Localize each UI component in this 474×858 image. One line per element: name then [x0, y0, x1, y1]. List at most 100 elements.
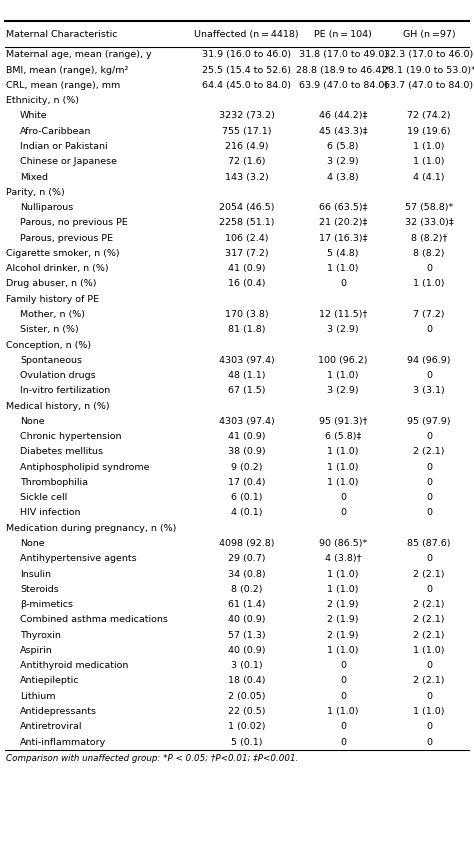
Text: 17 (0.4): 17 (0.4) — [228, 478, 265, 487]
Text: 2 (1.9): 2 (1.9) — [328, 615, 359, 625]
Text: 57 (1.3): 57 (1.3) — [228, 631, 265, 640]
Text: 1 (1.0): 1 (1.0) — [328, 462, 359, 472]
Text: 22 (0.5): 22 (0.5) — [228, 707, 265, 716]
Text: 28.8 (18.9 to 46.4)*: 28.8 (18.9 to 46.4)* — [296, 65, 390, 75]
Text: 63.7 (47.0 to 84.0): 63.7 (47.0 to 84.0) — [384, 81, 474, 90]
Text: 1 (1.0): 1 (1.0) — [413, 157, 445, 166]
Text: Antiretroviral: Antiretroviral — [20, 722, 82, 731]
Text: 63.9 (47.0 to 84.0): 63.9 (47.0 to 84.0) — [299, 81, 388, 90]
Text: Parous, previous PE: Parous, previous PE — [20, 233, 113, 243]
Text: Thrombophilia: Thrombophilia — [20, 478, 88, 487]
Text: CRL, mean (range), mm: CRL, mean (range), mm — [6, 81, 120, 90]
Text: 1 (1.0): 1 (1.0) — [413, 707, 445, 716]
Text: Unaffected (n = 4418): Unaffected (n = 4418) — [194, 30, 299, 39]
Text: 106 (2.4): 106 (2.4) — [225, 233, 268, 243]
Text: 2 (2.1): 2 (2.1) — [413, 600, 445, 609]
Text: 1 (1.0): 1 (1.0) — [413, 646, 445, 655]
Text: 8 (8.2): 8 (8.2) — [413, 249, 445, 258]
Text: 0: 0 — [426, 478, 432, 487]
Text: 0: 0 — [426, 554, 432, 564]
Text: 12 (11.5)†: 12 (11.5)† — [319, 310, 367, 319]
Text: GH (n =97): GH (n =97) — [402, 30, 456, 39]
Text: Ovulation drugs: Ovulation drugs — [20, 371, 96, 380]
Text: PE (n = 104): PE (n = 104) — [314, 30, 372, 39]
Text: 0: 0 — [426, 264, 432, 273]
Text: 170 (3.8): 170 (3.8) — [225, 310, 268, 319]
Text: 41 (0.9): 41 (0.9) — [228, 432, 265, 441]
Text: 2 (2.1): 2 (2.1) — [413, 615, 445, 625]
Text: White: White — [20, 112, 47, 120]
Text: 2054 (46.5): 2054 (46.5) — [219, 203, 274, 212]
Text: Chronic hypertension: Chronic hypertension — [20, 432, 121, 441]
Text: Lithium: Lithium — [20, 692, 55, 701]
Text: 0: 0 — [426, 371, 432, 380]
Text: 3 (2.9): 3 (2.9) — [328, 386, 359, 396]
Text: 216 (4.9): 216 (4.9) — [225, 142, 268, 151]
Text: 28.1 (19.0 to 53.0)*: 28.1 (19.0 to 53.0)* — [382, 65, 474, 75]
Text: 48 (1.1): 48 (1.1) — [228, 371, 265, 380]
Text: 40 (0.9): 40 (0.9) — [228, 646, 265, 655]
Text: 94 (96.9): 94 (96.9) — [407, 356, 451, 365]
Text: 85 (87.6): 85 (87.6) — [407, 539, 451, 548]
Text: 66 (63.5)‡: 66 (63.5)‡ — [319, 203, 367, 212]
Text: Aspirin: Aspirin — [20, 646, 53, 655]
Text: 0: 0 — [426, 432, 432, 441]
Text: 72 (1.6): 72 (1.6) — [228, 157, 265, 166]
Text: Antithyroid medication: Antithyroid medication — [20, 662, 128, 670]
Text: 19 (19.6): 19 (19.6) — [407, 127, 451, 136]
Text: Sickle cell: Sickle cell — [20, 493, 67, 502]
Text: Afro-Caribbean: Afro-Caribbean — [20, 127, 91, 136]
Text: 1 (1.0): 1 (1.0) — [328, 585, 359, 594]
Text: 0: 0 — [426, 462, 432, 472]
Text: 1 (1.0): 1 (1.0) — [328, 646, 359, 655]
Text: Medication during pregnancy, n (%): Medication during pregnancy, n (%) — [6, 523, 176, 533]
Text: 31.9 (16.0 to 46.0): 31.9 (16.0 to 46.0) — [202, 51, 291, 59]
Text: 0: 0 — [340, 676, 346, 686]
Text: Drug abuser, n (%): Drug abuser, n (%) — [6, 280, 96, 288]
Text: 0: 0 — [426, 722, 432, 731]
Text: Mother, n (%): Mother, n (%) — [20, 310, 85, 319]
Text: 4 (3.8): 4 (3.8) — [328, 172, 359, 182]
Text: Indian or Pakistani: Indian or Pakistani — [20, 142, 108, 151]
Text: 2258 (51.1): 2258 (51.1) — [219, 218, 274, 227]
Text: β-mimetics: β-mimetics — [20, 600, 73, 609]
Text: 0: 0 — [426, 692, 432, 701]
Text: Nulliparous: Nulliparous — [20, 203, 73, 212]
Text: HIV infection: HIV infection — [20, 509, 81, 517]
Text: BMI, mean (range), kg/m²: BMI, mean (range), kg/m² — [6, 65, 128, 75]
Text: 17 (16.3)‡: 17 (16.3)‡ — [319, 233, 367, 243]
Text: 41 (0.9): 41 (0.9) — [228, 264, 265, 273]
Text: 2 (1.9): 2 (1.9) — [328, 631, 359, 640]
Text: 1 (1.0): 1 (1.0) — [413, 142, 445, 151]
Text: Alcohol drinker, n (%): Alcohol drinker, n (%) — [6, 264, 109, 273]
Text: 1 (1.0): 1 (1.0) — [328, 371, 359, 380]
Text: 0: 0 — [340, 509, 346, 517]
Text: Anti-inflammatory: Anti-inflammatory — [20, 738, 106, 746]
Text: 2 (2.1): 2 (2.1) — [413, 570, 445, 578]
Text: 9 (0.2): 9 (0.2) — [231, 462, 262, 472]
Text: 0: 0 — [340, 738, 346, 746]
Text: 32 (33.0)‡: 32 (33.0)‡ — [405, 218, 453, 227]
Text: 0: 0 — [340, 493, 346, 502]
Text: 95 (97.9): 95 (97.9) — [407, 417, 451, 426]
Text: 29 (0.7): 29 (0.7) — [228, 554, 265, 564]
Text: 40 (0.9): 40 (0.9) — [228, 615, 265, 625]
Text: Antihypertensive agents: Antihypertensive agents — [20, 554, 137, 564]
Text: 1 (1.0): 1 (1.0) — [328, 707, 359, 716]
Text: 72 (74.2): 72 (74.2) — [407, 112, 451, 120]
Text: Antiepileptic: Antiepileptic — [20, 676, 80, 686]
Text: 45 (43.3)‡: 45 (43.3)‡ — [319, 127, 367, 136]
Text: 5 (4.8): 5 (4.8) — [328, 249, 359, 258]
Text: 95 (91.3)†: 95 (91.3)† — [319, 417, 367, 426]
Text: 2 (1.9): 2 (1.9) — [328, 600, 359, 609]
Text: 1 (0.02): 1 (0.02) — [228, 722, 265, 731]
Text: 38 (0.9): 38 (0.9) — [228, 447, 265, 456]
Text: 21 (20.2)‡: 21 (20.2)‡ — [319, 218, 367, 227]
Text: 4 (3.8)†: 4 (3.8)† — [325, 554, 362, 564]
Text: Antidepressants: Antidepressants — [20, 707, 97, 716]
Text: 0: 0 — [340, 662, 346, 670]
Text: 4303 (97.4): 4303 (97.4) — [219, 356, 274, 365]
Text: None: None — [20, 417, 45, 426]
Text: In-vitro fertilization: In-vitro fertilization — [20, 386, 110, 396]
Text: Parity, n (%): Parity, n (%) — [6, 188, 64, 196]
